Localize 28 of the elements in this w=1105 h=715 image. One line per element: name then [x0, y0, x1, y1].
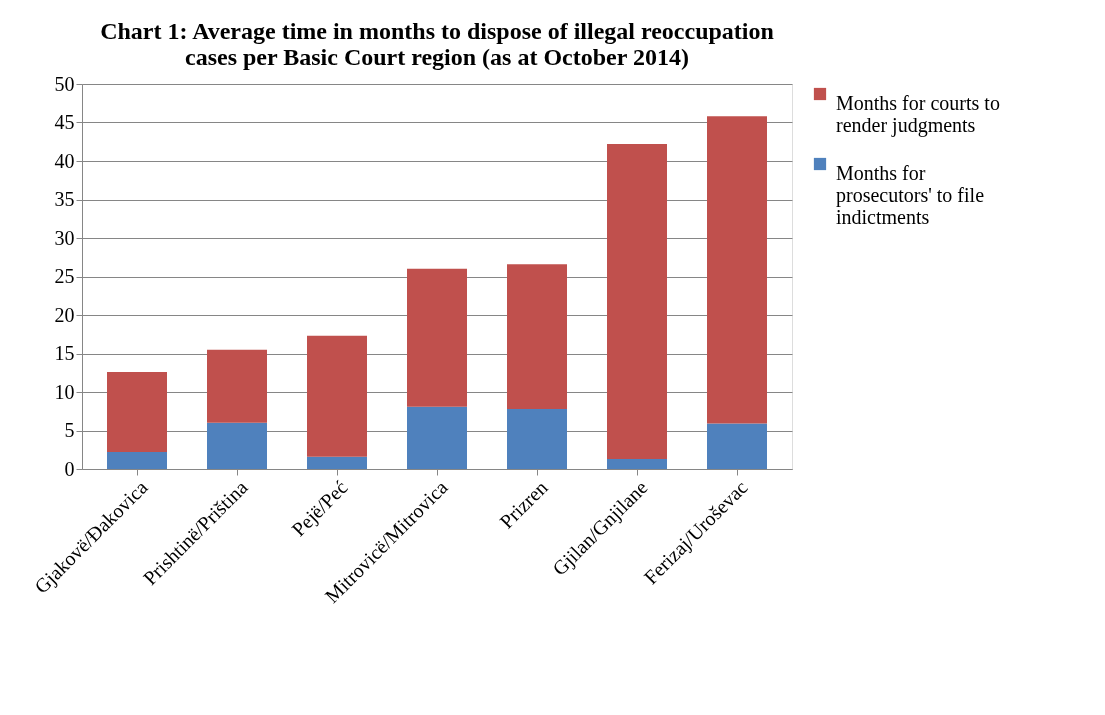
- y-tick-label: 5: [64, 419, 75, 441]
- legend-label: Months for prosecutors' to file indictments: [836, 162, 985, 228]
- bar: [507, 408, 567, 469]
- bar: [507, 264, 567, 409]
- y-tick-label: 20: [54, 303, 75, 326]
- bar: [407, 268, 467, 407]
- bar: [207, 349, 267, 423]
- bar: [307, 456, 367, 469]
- bar: [707, 116, 767, 424]
- y-tick-label: 45: [54, 111, 75, 133]
- y-tick-label: 50: [54, 72, 75, 95]
- y-tick-label: 30: [54, 226, 75, 249]
- y-tick-label: 40: [54, 149, 75, 172]
- bar: [107, 452, 167, 469]
- y-tick-label: 35: [54, 188, 75, 210]
- y-tick-label: 0: [64, 457, 75, 480]
- bar: [207, 422, 267, 469]
- y-tick-label: 15: [54, 342, 75, 364]
- y-tick-label: 10: [54, 380, 75, 403]
- chart-title: Chart 1: Average time in months to dispose of illegal reoccupation cases per Basic Court region (as at October 2014): [100, 18, 774, 70]
- legend-label: Months for courts to render judgments: [836, 92, 1000, 137]
- bar: [307, 335, 367, 457]
- bar: [707, 423, 767, 469]
- bar: [407, 406, 467, 469]
- bar: [107, 371, 167, 453]
- bar: [607, 144, 667, 459]
- y-tick-label: 25: [54, 265, 75, 287]
- bar: [607, 458, 667, 469]
